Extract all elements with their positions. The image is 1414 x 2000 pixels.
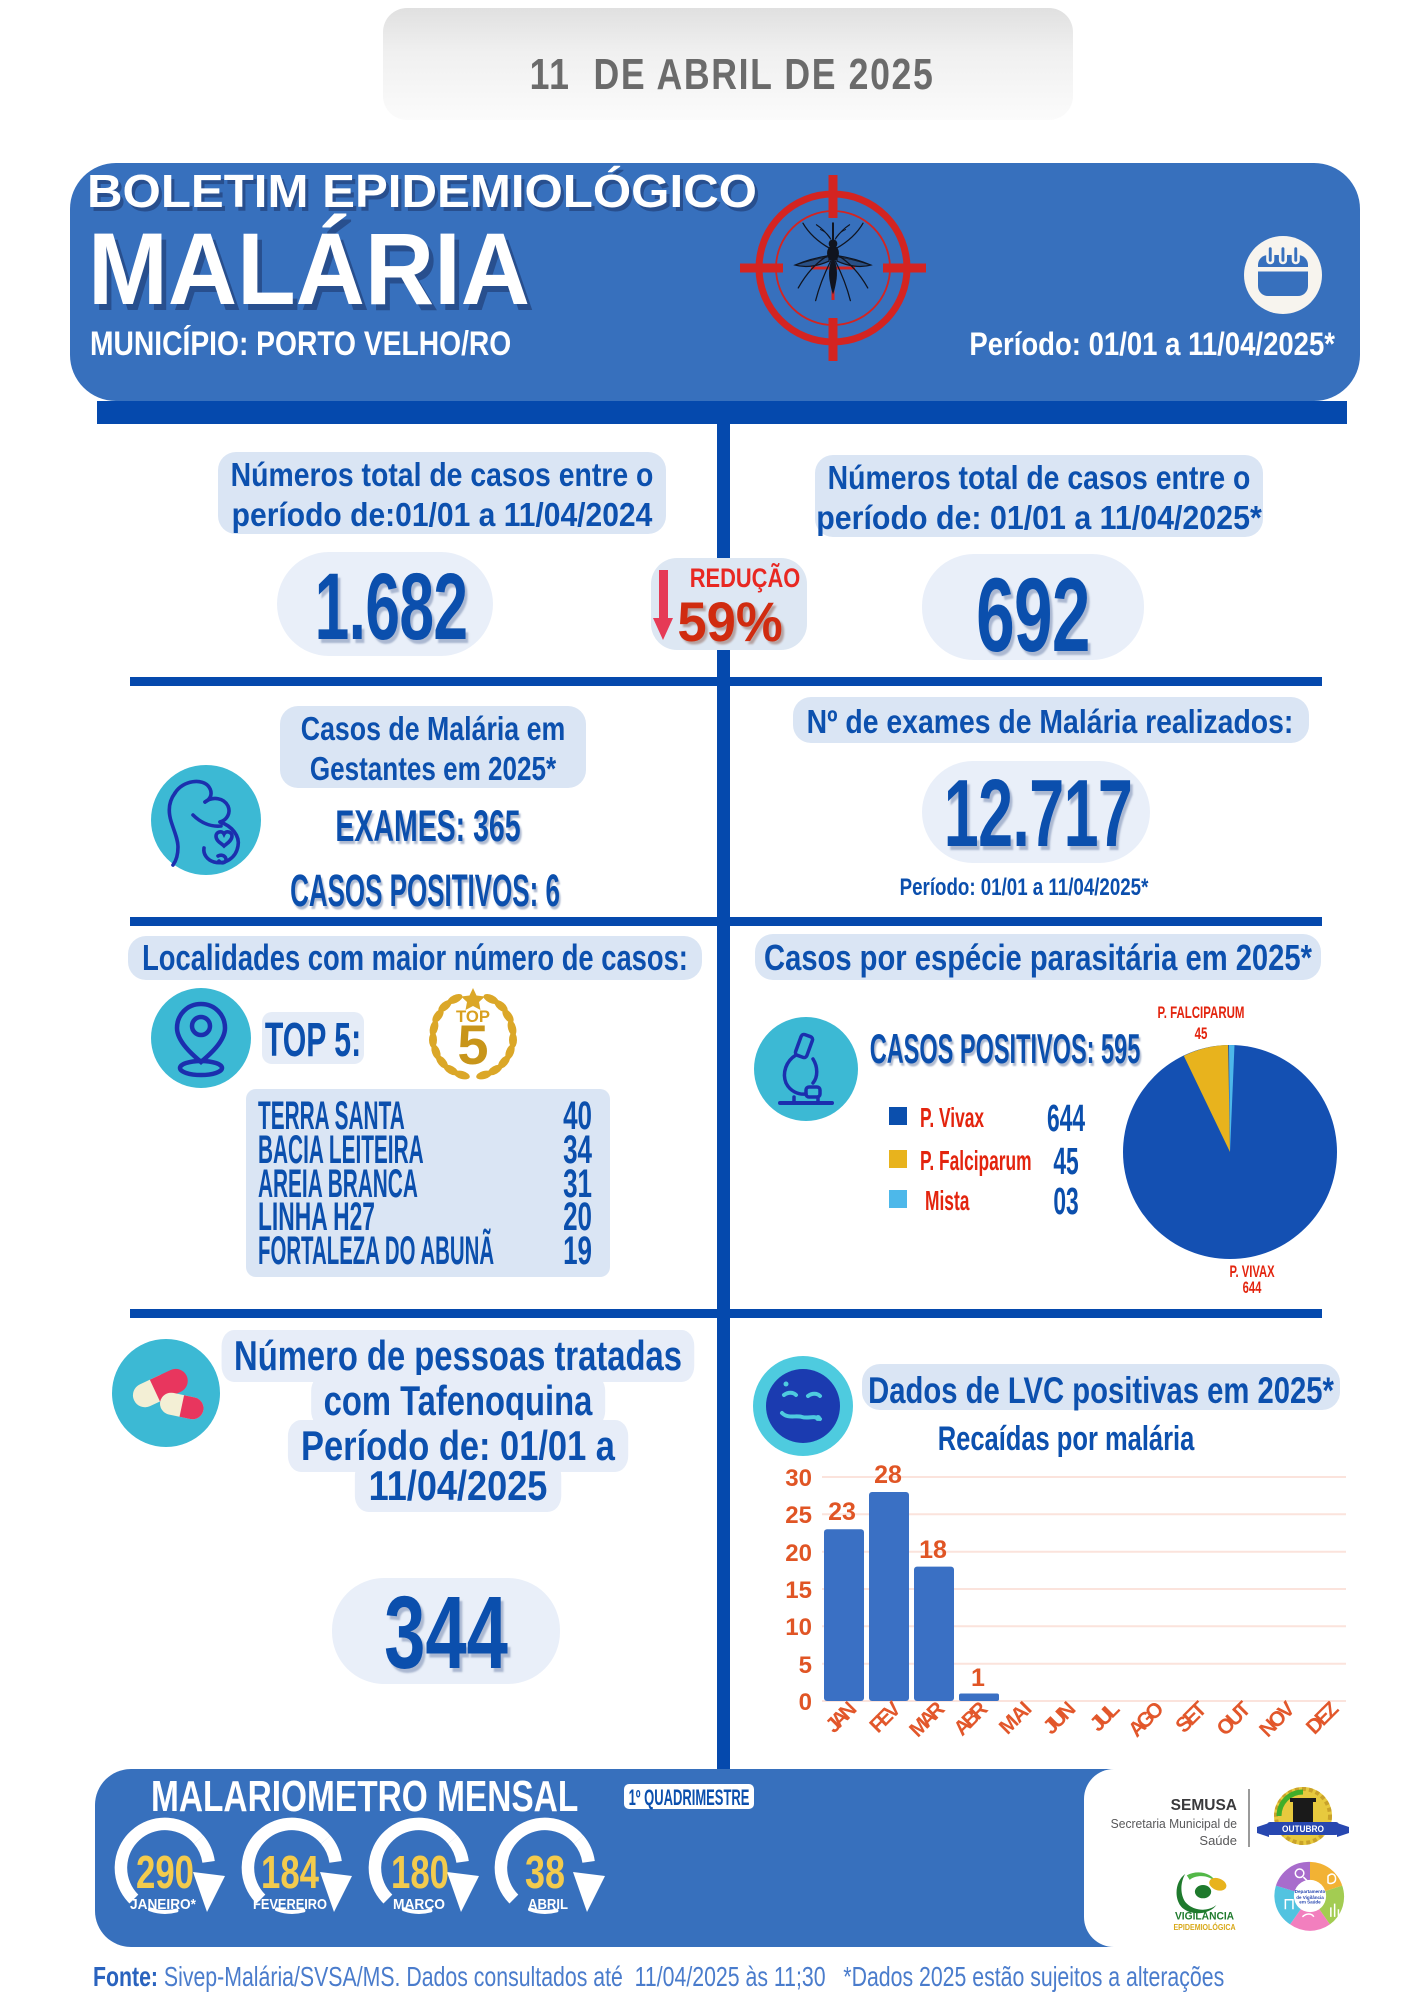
svg-text:Departamento: Departamento bbox=[1295, 1889, 1326, 1894]
svg-text:10: 10 bbox=[785, 1614, 812, 1641]
svg-text:em Saúde: em Saúde bbox=[1299, 1900, 1321, 1905]
svg-text:JUL: JUL bbox=[1086, 1697, 1125, 1736]
svg-text:ABRIL: ABRIL bbox=[528, 1896, 568, 1913]
svg-text:MAR: MAR bbox=[905, 1697, 950, 1742]
svg-text:38: 38 bbox=[525, 1846, 565, 1898]
svg-text:de Vigilância: de Vigilância bbox=[1296, 1895, 1324, 1900]
svg-text:EPIDEMIOLÓGICA: EPIDEMIOLÓGICA bbox=[1173, 1921, 1235, 1932]
svg-text:FEV: FEV bbox=[865, 1697, 905, 1737]
svg-text:NOV: NOV bbox=[1255, 1697, 1300, 1742]
svg-text:VIGILÂNCIA: VIGILÂNCIA bbox=[1175, 1910, 1234, 1923]
svg-text:OUT: OUT bbox=[1212, 1697, 1255, 1740]
svg-text:JAN: JAN bbox=[821, 1697, 861, 1737]
svg-text:290: 290 bbox=[136, 1846, 194, 1898]
svg-text:30: 30 bbox=[785, 1465, 812, 1492]
svg-text:MAI: MAI bbox=[995, 1697, 1037, 1739]
svg-text:0: 0 bbox=[799, 1689, 812, 1716]
svg-text:23: 23 bbox=[828, 1498, 856, 1526]
svg-text:FEVEREIRO: FEVEREIRO bbox=[253, 1896, 327, 1913]
svg-text:5: 5 bbox=[799, 1652, 812, 1679]
svg-text:18: 18 bbox=[919, 1536, 947, 1564]
svg-text:TOP: TOP bbox=[456, 1007, 490, 1026]
svg-text:25: 25 bbox=[785, 1502, 812, 1529]
svg-text:OUTUBRO: OUTUBRO bbox=[1282, 1824, 1324, 1834]
svg-text:20: 20 bbox=[785, 1540, 812, 1567]
svg-text:SET: SET bbox=[1171, 1697, 1211, 1737]
svg-text:DEZ: DEZ bbox=[1302, 1697, 1344, 1739]
svg-text:15: 15 bbox=[785, 1577, 812, 1604]
svg-text:ABR: ABR bbox=[949, 1697, 992, 1740]
svg-text:180: 180 bbox=[391, 1846, 449, 1898]
svg-text:MARÇO: MARÇO bbox=[393, 1896, 445, 1913]
svg-text:AGO: AGO bbox=[1124, 1697, 1169, 1742]
svg-text:5: 5 bbox=[457, 1013, 488, 1076]
svg-text:184: 184 bbox=[261, 1846, 319, 1898]
svg-text:28: 28 bbox=[874, 1461, 902, 1489]
svg-text:JUN: JUN bbox=[1039, 1697, 1081, 1739]
svg-text:JANEIRO*: JANEIRO* bbox=[130, 1896, 196, 1913]
svg-text:1: 1 bbox=[971, 1664, 985, 1692]
